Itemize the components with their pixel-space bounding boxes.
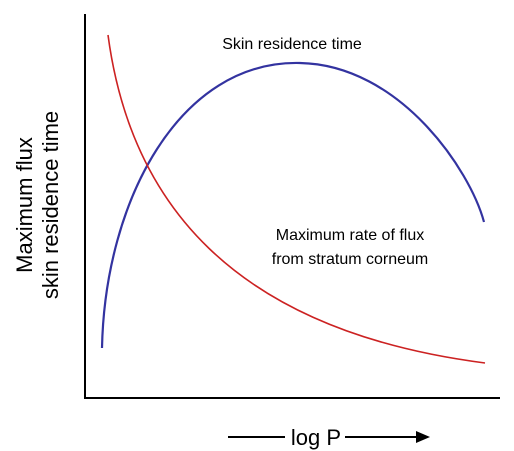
flux-curve xyxy=(107,34,486,364)
annotation: Skin residence time xyxy=(222,36,362,53)
arrowhead xyxy=(416,431,430,443)
x-axis-label: log P xyxy=(291,425,341,450)
y-axis-label: skin residence time xyxy=(38,111,63,299)
annotation: Maximum rate of flux xyxy=(276,227,424,244)
y-axis-label: Maximum flux xyxy=(12,137,37,273)
residence-curve xyxy=(100,61,486,349)
annotation: from stratum corneum xyxy=(272,251,428,268)
